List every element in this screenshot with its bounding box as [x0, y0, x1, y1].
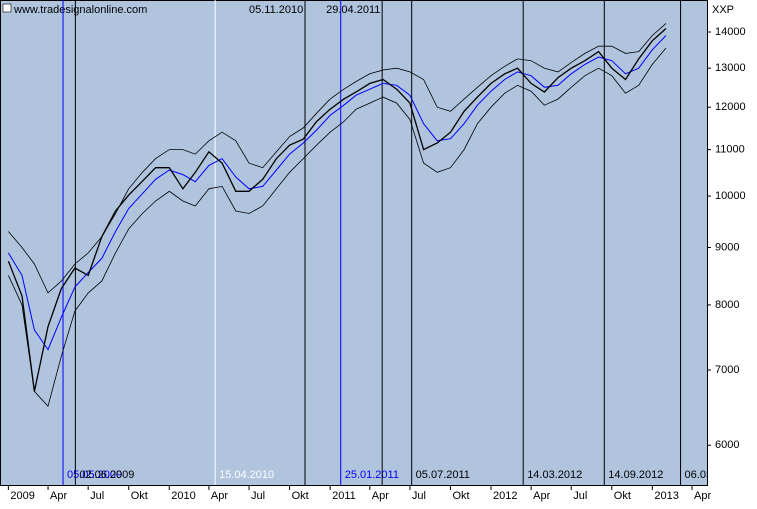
series-line — [8, 23, 667, 294]
x-tick-label: Okt — [452, 490, 469, 502]
plot-area — [0, 0, 708, 486]
y-tick-label: 14000 — [715, 26, 746, 38]
symbol: XXP — [712, 4, 734, 16]
x-tick-label: Okt — [131, 490, 148, 502]
x-tick-label: 2012 — [493, 490, 517, 502]
x-tick-label: 2009 — [10, 490, 34, 502]
x-tick-label: Jul — [251, 490, 265, 502]
series-line — [8, 47, 667, 408]
y-tick-label: 13000 — [715, 62, 746, 74]
marker-label: 29.04.2011 — [326, 4, 380, 16]
y-tick-label: 8000 — [715, 299, 739, 311]
x-tick-label: 2011 — [332, 490, 356, 502]
y-tick-label: 9000 — [715, 241, 739, 253]
y-tick-label: 10000 — [715, 190, 746, 202]
header: www.tradesignalonline.com — [13, 4, 147, 16]
series-line — [7, 35, 667, 351]
y-tick-label: 12000 — [715, 101, 746, 113]
marker-label: 05.07.2011 — [416, 469, 470, 481]
logo-icon — [2, 3, 12, 13]
x-tick-label: Apr — [50, 490, 67, 502]
y-tick-label: 7000 — [715, 364, 739, 376]
y-tick-label: 11000 — [715, 144, 745, 156]
marker-label: 05.05.2009 — [67, 469, 122, 481]
x-tick-label: 2010 — [171, 490, 195, 502]
x-tick-label: Jul — [573, 490, 587, 502]
x-tick-label: Apr — [694, 490, 711, 502]
x-tick-label: Okt — [614, 490, 631, 502]
x-tick-label: Apr — [211, 490, 228, 502]
marker-label: 06.03.20 — [685, 469, 728, 481]
x-tick-label: Jul — [412, 490, 426, 502]
marker-label: 15.04.2010 — [219, 469, 274, 481]
marker-label: 02.06.2009 — [79, 469, 134, 481]
series-line — [7, 28, 667, 392]
x-tick-label: Okt — [292, 490, 309, 502]
x-tick-label: Jul — [90, 490, 104, 502]
x-tick-label: Apr — [533, 490, 550, 502]
marker-label: 14.03.2012 — [527, 469, 582, 481]
marker-label: 14.09.2012 — [608, 469, 663, 481]
marker-label: 25.01.2011 — [345, 469, 399, 481]
marker-label: 05.11.2010 — [249, 4, 303, 16]
y-tick-label: 6000 — [715, 439, 739, 451]
x-tick-label: 2013 — [654, 490, 678, 502]
x-tick-label: Apr — [372, 490, 389, 502]
